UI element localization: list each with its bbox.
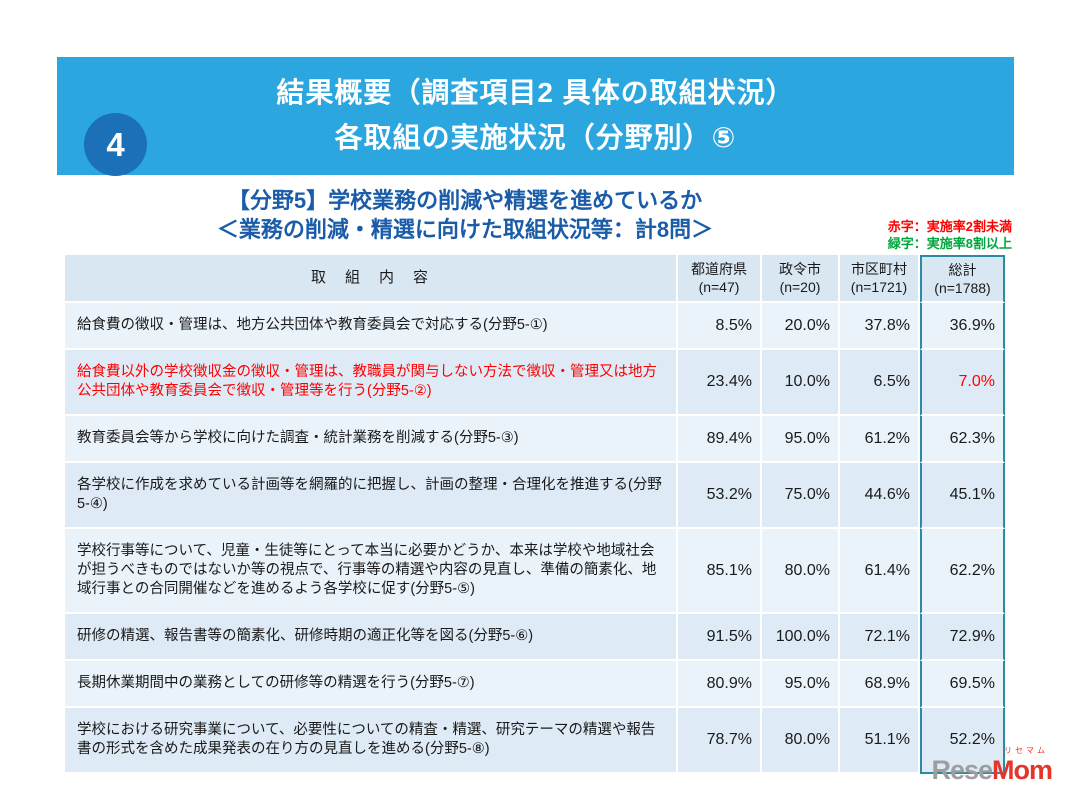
row-value-city: 95.0%: [762, 416, 840, 463]
resemom-logo: リセマム ReseMom: [931, 746, 1053, 785]
header-municipality: 市区町村 (n=1721): [840, 255, 920, 303]
row-value-prefecture: 80.9%: [678, 661, 762, 708]
logo-wordmark: ReseMom: [931, 755, 1053, 785]
row-text: 給食費以外の学校徴収金の徴収・管理は、教職員が関与しない方法で徴収・管理又は地方…: [65, 350, 678, 416]
row-value-total: 45.1%: [920, 463, 1005, 529]
row-value-city: 10.0%: [762, 350, 840, 416]
table-row: 長期休業期間中の業務としての研修等の精選を行う(分野5-⑦) 80.9% 95.…: [65, 661, 1005, 708]
row-value-city: 100.0%: [762, 614, 840, 661]
row-value-municipality: 61.4%: [840, 529, 920, 614]
results-table: 取 組 内 容 都道府県 (n=47) 政令市 (n=20) 市区町村 (n=1…: [65, 255, 1005, 774]
row-value-municipality: 6.5%: [840, 350, 920, 416]
row-value-total: 52.2%: [920, 708, 1005, 774]
table-row: 研修の精選、報告書等の簡素化、研修時期の適正化等を図る(分野5-⑥) 91.5%…: [65, 614, 1005, 661]
header-content: 取 組 内 容: [65, 255, 678, 303]
subtitle: 【分野5】学校業務の削減や精選を進めているか ＜業務の削減・精選に向けた取組状況…: [65, 186, 865, 244]
slide-title-line2: 各取組の実施状況（分野別）⑤: [334, 122, 737, 153]
subtitle-line2: ＜業務の削減・精選に向けた取組状況等：計8問＞: [216, 217, 714, 242]
row-value-municipality: 37.8%: [840, 303, 920, 350]
row-value-total: 62.2%: [920, 529, 1005, 614]
table-row: 教育委員会等から学校に向けた調査・統計業務を削減する(分野5-③) 89.4% …: [65, 416, 1005, 463]
table-row: 給食費以外の学校徴収金の徴収・管理は、教職員が関与しない方法で徴収・管理又は地方…: [65, 350, 1005, 416]
header-band: 結果概要（調査項目2 具体の取組状況） 各取組の実施状況（分野別）⑤: [57, 57, 1014, 175]
row-value-city: 75.0%: [762, 463, 840, 529]
row-value-total: 62.3%: [920, 416, 1005, 463]
legend-green-note: 緑字：実施率8割以上: [887, 236, 1012, 251]
row-text: 教育委員会等から学校に向けた調査・統計業務を削減する(分野5-③): [65, 416, 678, 463]
legend: 赤字：実施率2割未満 緑字：実施率8割以上: [888, 218, 1012, 252]
header-designated-city: 政令市 (n=20): [762, 255, 840, 303]
row-value-city: 20.0%: [762, 303, 840, 350]
row-value-prefecture: 53.2%: [678, 463, 762, 529]
header-total: 総計 (n=1788): [920, 255, 1005, 303]
row-value-city: 80.0%: [762, 529, 840, 614]
row-value-prefecture: 85.1%: [678, 529, 762, 614]
row-value-prefecture: 91.5%: [678, 614, 762, 661]
row-value-municipality: 61.2%: [840, 416, 920, 463]
row-text: 給食費の徴収・管理は、地方公共団体や教育委員会で対応する(分野5-①): [65, 303, 678, 350]
row-value-city: 95.0%: [762, 661, 840, 708]
slide-number-badge: 4: [84, 113, 147, 176]
row-text: 各学校に作成を求めている計画等を網羅的に把握し、計画の整理・合理化を推進する(分…: [65, 463, 678, 529]
row-value-prefecture: 89.4%: [678, 416, 762, 463]
table-row: 給食費の徴収・管理は、地方公共団体や教育委員会で対応する(分野5-①) 8.5%…: [65, 303, 1005, 350]
row-value-total: 72.9%: [920, 614, 1005, 661]
row-text: 長期休業期間中の業務としての研修等の精選を行う(分野5-⑦): [65, 661, 678, 708]
row-value-prefecture: 23.4%: [678, 350, 762, 416]
slide-title-line1: 結果概要（調査項目2 具体の取組状況）: [276, 77, 795, 108]
row-value-city: 80.0%: [762, 708, 840, 774]
row-text: 学校行事等について、児童・生徒等にとって本当に必要かどうか、本来は学校や地域社会…: [65, 529, 678, 614]
header-prefecture: 都道府県 (n=47): [678, 255, 762, 303]
row-text: 学校における研究事業について、必要性についての精査・精選、研究テーマの精選や報告…: [65, 708, 678, 774]
row-value-municipality: 72.1%: [840, 614, 920, 661]
table-header-row: 取 組 内 容 都道府県 (n=47) 政令市 (n=20) 市区町村 (n=1…: [65, 255, 1005, 303]
table-row: 各学校に作成を求めている計画等を網羅的に把握し、計画の整理・合理化を推進する(分…: [65, 463, 1005, 529]
table-row: 学校行事等について、児童・生徒等にとって本当に必要かどうか、本来は学校や地域社会…: [65, 529, 1005, 614]
subtitle-line1: 【分野5】学校業務の削減や精選を進めているか: [227, 188, 703, 213]
table-row: 学校における研究事業について、必要性についての精査・精選、研究テーマの精選や報告…: [65, 708, 1005, 774]
row-value-prefecture: 8.5%: [678, 303, 762, 350]
slide-number: 4: [106, 125, 125, 163]
row-text: 研修の精選、報告書等の簡素化、研修時期の適正化等を図る(分野5-⑥): [65, 614, 678, 661]
row-value-municipality: 68.9%: [840, 661, 920, 708]
row-value-prefecture: 78.7%: [678, 708, 762, 774]
row-value-total: 69.5%: [920, 661, 1005, 708]
logo-katakana: リセマム: [1004, 746, 1048, 755]
row-value-municipality: 51.1%: [840, 708, 920, 774]
row-value-municipality: 44.6%: [840, 463, 920, 529]
row-value-total: 36.9%: [920, 303, 1005, 350]
row-value-total: 7.0%: [920, 350, 1005, 416]
legend-red-note: 赤字：実施率2割未満: [887, 219, 1012, 234]
